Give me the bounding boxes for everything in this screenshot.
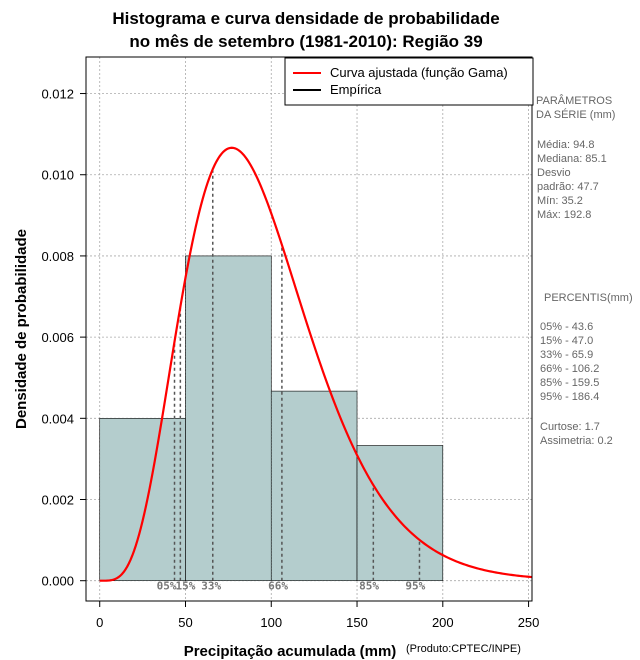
- y-axis-label: Densidade de probabilidade: [13, 229, 30, 429]
- percentile-label-33: 33%: [201, 580, 221, 593]
- legend-label-curve: Curva ajustada (função Gama): [330, 65, 508, 80]
- side-panel: PARÂMETROS DA SÉRIE (mm) Média: 94.8 Med…: [536, 94, 633, 447]
- percentile-label-85: 85%: [359, 580, 379, 593]
- percentis-title: PERCENTIS(mm): [544, 292, 633, 304]
- histogram-bar: [185, 255, 272, 582]
- x-tick-label: 250: [518, 615, 540, 630]
- y-tick-label: 0.008: [41, 249, 74, 264]
- stat-skewness: Assimetria: 0.2: [540, 435, 613, 447]
- chart-title-line-1: Histograma e curva densidade de probabil…: [112, 9, 499, 28]
- y-tick-label: 0.000: [41, 574, 74, 589]
- histogram-bar: [99, 418, 186, 582]
- percentile-label-15: 15%: [176, 580, 196, 593]
- y-tick-label: 0.012: [41, 87, 74, 102]
- param-median: Mediana: 85.1: [537, 153, 607, 165]
- percentil-66: 66% - 106.2: [540, 363, 599, 375]
- legend: Curva ajustada (função Gama) Empírica: [284, 57, 534, 106]
- param-mean: Média: 94.8: [537, 139, 594, 151]
- gamma-curve: [99, 146, 533, 582]
- y-tick-label: 0.002: [41, 493, 74, 508]
- y-tick-label: 0.006: [41, 330, 74, 345]
- chart-title-line-2: no mês de setembro (1981-2010): Região 3…: [129, 32, 482, 51]
- percentile-lines: [173, 169, 421, 581]
- params-title-1: PARÂMETROS: [536, 94, 612, 107]
- x-axis-label: Precipitação acumulada (mm): [184, 643, 397, 660]
- x-tick-label: 100: [260, 615, 282, 630]
- gamma-curve-layer: [99, 146, 533, 582]
- params-title-2: DA SÉRIE (mm): [536, 108, 615, 121]
- legend-box: [284, 57, 534, 106]
- param-std-2: padrão: 47.7: [537, 181, 599, 193]
- percentil-05: 05% - 43.6: [540, 321, 593, 333]
- percentile-label-95: 95%: [405, 580, 425, 593]
- stat-kurtosis: Curtose: 1.7: [540, 421, 600, 433]
- legend-label-empirical: Empírica: [330, 82, 382, 97]
- x-tick-label: 0: [96, 615, 103, 630]
- param-max: Máx: 192.8: [537, 209, 591, 221]
- histogram-bar: [270, 390, 358, 582]
- product-credit: (Produto:CPTEC/INPE): [406, 643, 521, 655]
- param-min: Mín: 35.2: [537, 195, 583, 207]
- percentile-label-05: 05%: [157, 580, 177, 593]
- x-tick-label: 200: [432, 615, 454, 630]
- percentil-33: 33% - 65.9: [540, 349, 593, 361]
- x-tick-label: 50: [178, 615, 192, 630]
- histogram-bar: [356, 445, 444, 582]
- x-tick-label: 150: [346, 615, 368, 630]
- histogram-bars: [99, 255, 444, 582]
- y-tick-label: 0.004: [41, 411, 74, 426]
- plot-frame: [85, 56, 533, 602]
- percentil-95: 95% - 186.4: [540, 391, 599, 403]
- y-tick-label: 0.010: [41, 168, 74, 183]
- param-std-1: Desvio: [537, 167, 571, 179]
- percentile-labels: 05%15% 33% 66% 85% 95%: [157, 580, 426, 593]
- percentil-85: 85% - 159.5: [540, 377, 599, 389]
- percentil-15: 15% - 47.0: [540, 335, 593, 347]
- y-axis-ticks: 0.000 0.002 0.004 0.006 0.008 0.010 0.012: [41, 87, 86, 589]
- percentile-label-66: 66%: [268, 580, 288, 593]
- x-axis-ticks: 0 50 100 150 200 250: [96, 601, 539, 630]
